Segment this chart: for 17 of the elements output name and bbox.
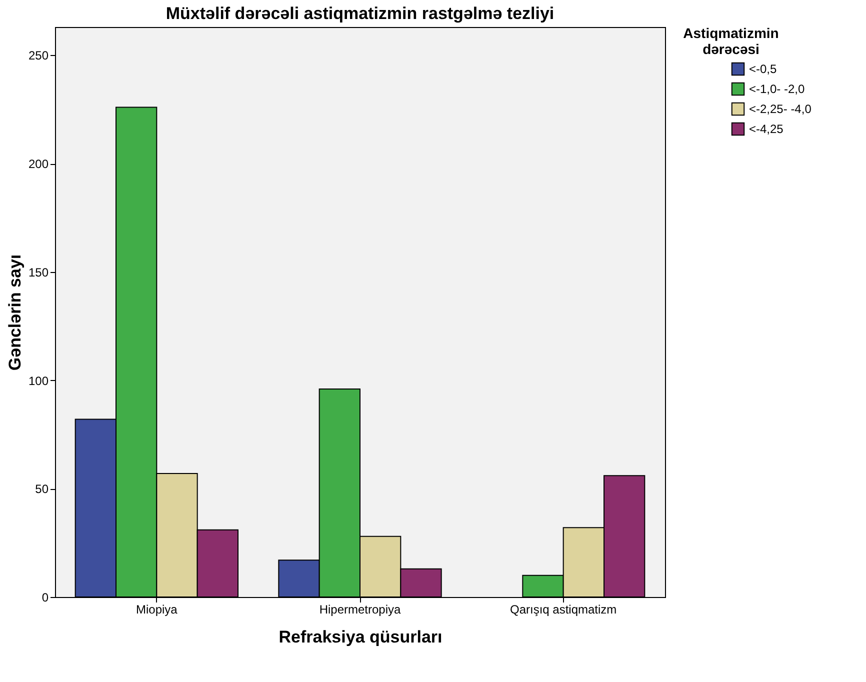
legend-label: <-1,0- -2,0 [749, 82, 806, 96]
y-tick-label: 250 [28, 48, 49, 63]
legend-label: <-4,25 [749, 122, 784, 136]
legend-label: <-2,25- -4,0 [749, 102, 812, 116]
legend-title: Astiqmatizmin dərəcəsi [683, 25, 779, 57]
x-tick-label: Hipermetropiya [319, 602, 401, 616]
y-axis-title: Gənclərin sayı [5, 254, 24, 371]
y-tick-label: 150 [28, 265, 49, 280]
x-tick-label: Miopiya [136, 602, 178, 616]
chart-title: Müxtəlif dərəcəli astiqmatizmin rastgəlmə tezliyi [166, 4, 554, 23]
y-tick-label: 100 [28, 374, 49, 388]
y-tick-label: 50 [35, 482, 49, 496]
y-tick-label: 0 [42, 590, 49, 604]
x-tick-label: Qarışıq astiqmatizm [510, 602, 617, 616]
y-tick-label: 200 [28, 157, 49, 172]
legend-label: <-0,5 [749, 62, 778, 76]
x-axis-title: Refraksiya qüsurları [278, 628, 442, 646]
